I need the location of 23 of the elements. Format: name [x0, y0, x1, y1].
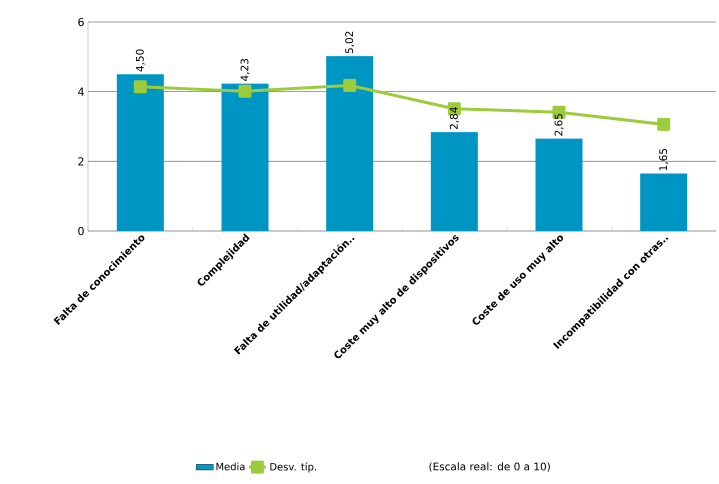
data-label: 4,50: [136, 49, 145, 72]
bar: [430, 132, 478, 231]
data-label: 1,65: [659, 148, 668, 170]
y-tick-label: 6: [78, 18, 84, 26]
point: [343, 78, 356, 92]
data-label: 2,65: [554, 114, 564, 136]
y-tick-label: 0: [78, 226, 84, 236]
y-tick-label: 2: [78, 157, 84, 166]
bar: [536, 138, 583, 231]
legend-label: Media: [216, 462, 245, 470]
data-label: 5,02: [345, 32, 354, 54]
data-label: 4,23: [240, 59, 250, 81]
bar: [640, 174, 688, 231]
point: [134, 80, 147, 94]
point: [657, 118, 670, 131]
bar: [326, 56, 374, 231]
data-label: 2,84: [450, 107, 459, 130]
bar: [222, 84, 269, 231]
legend-label: Desv. típ.: [270, 462, 316, 472]
text: (Escala real: de 0 a 10): [429, 462, 550, 472]
point: [238, 84, 252, 98]
bar: [116, 74, 164, 231]
y-tick-label: 4: [78, 88, 84, 96]
